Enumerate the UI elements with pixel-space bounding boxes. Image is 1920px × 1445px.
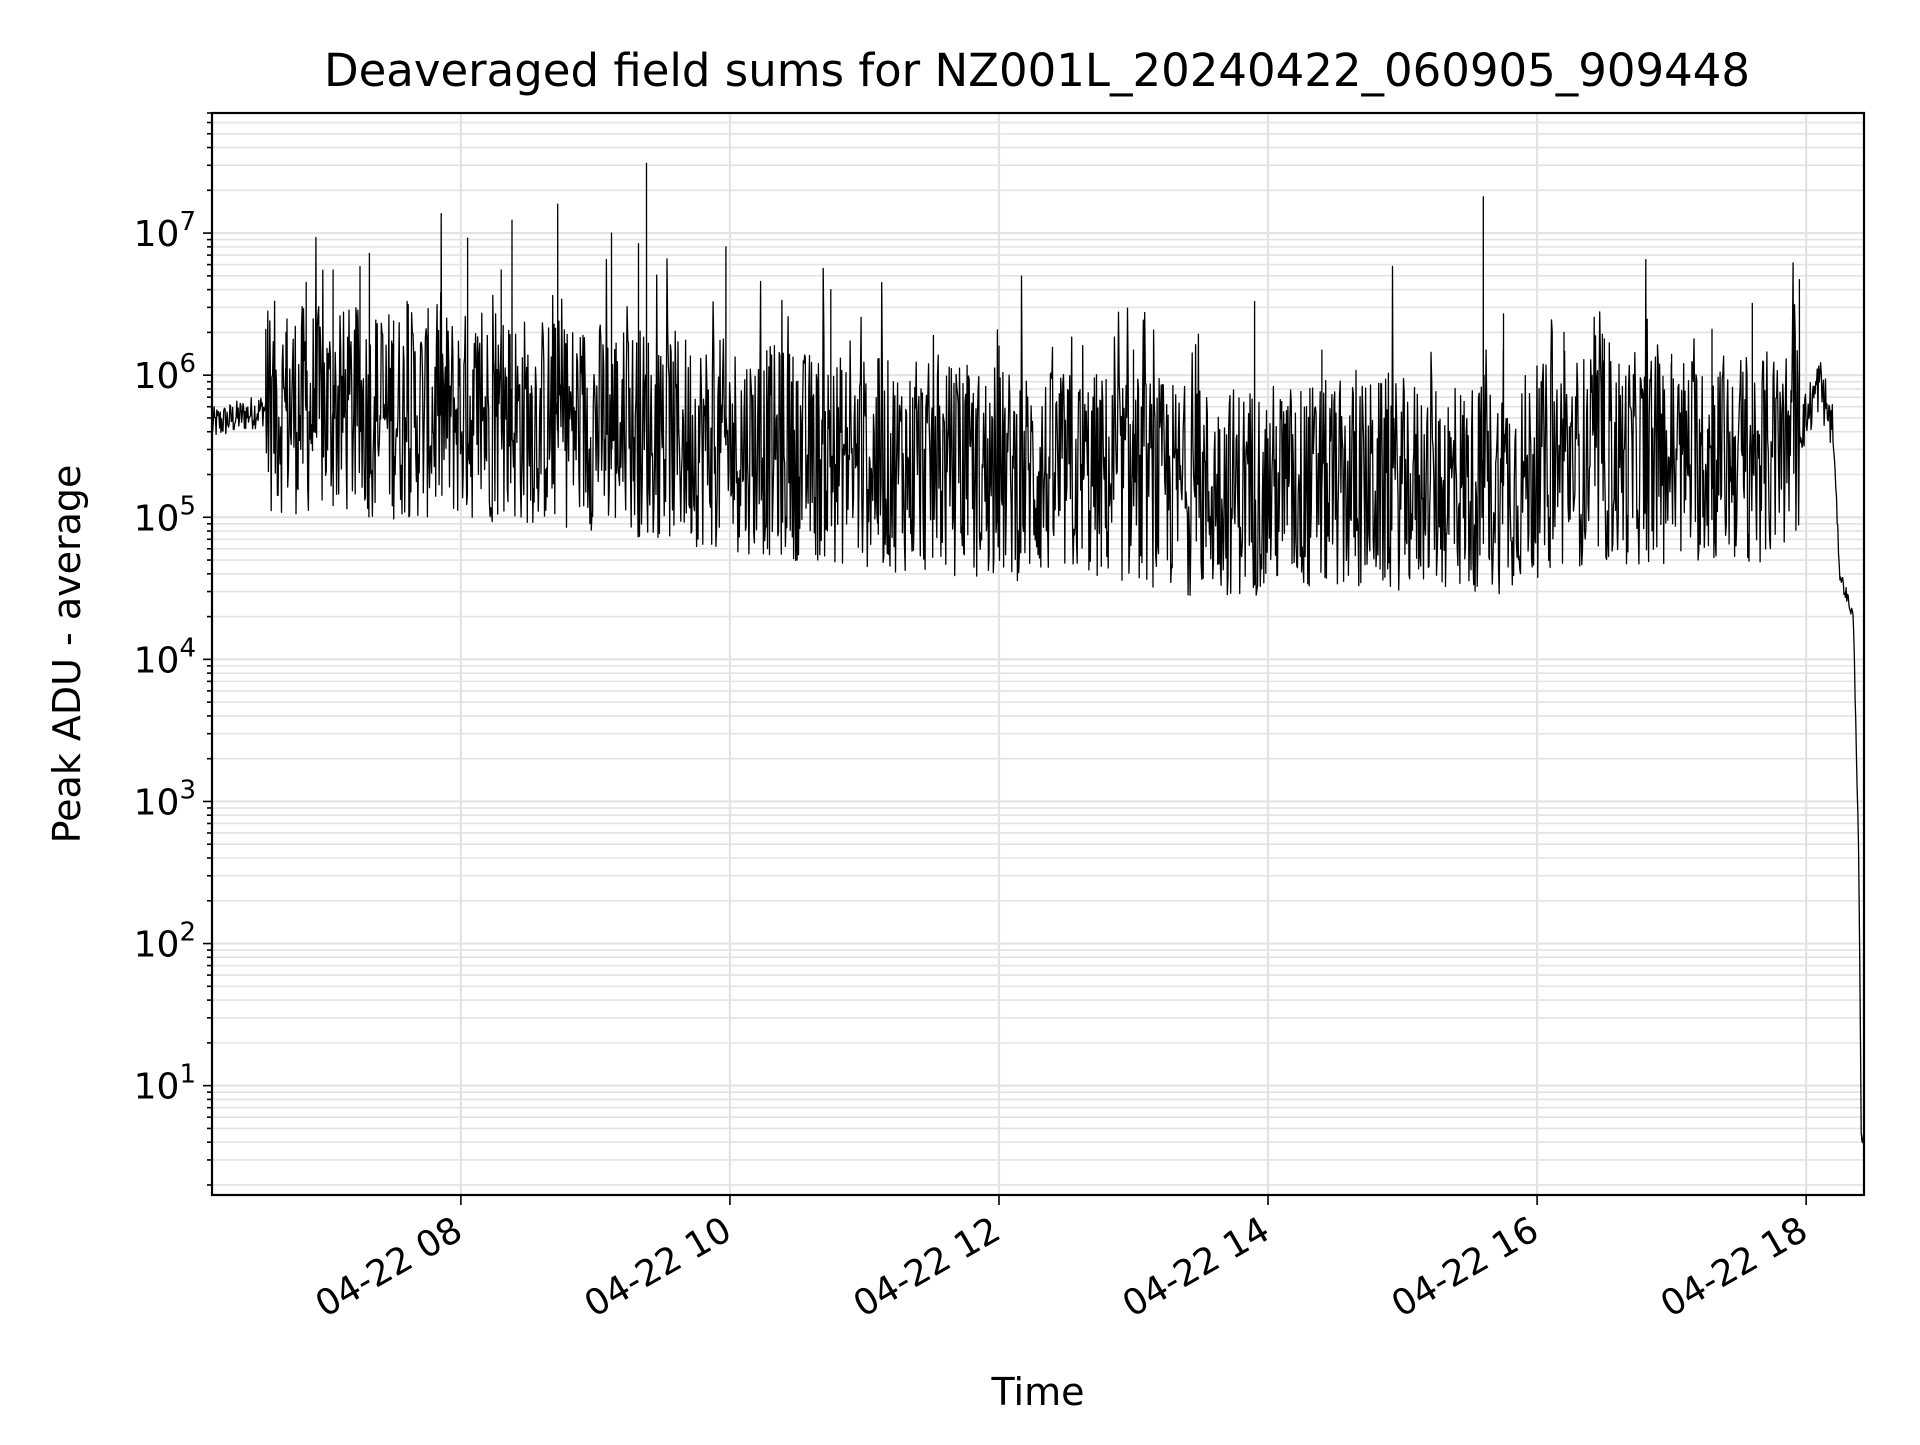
series-layer — [211, 162, 1865, 1144]
y-tick-label: 105 — [134, 491, 196, 539]
x-tick-label: 04-22 18 — [1654, 1209, 1815, 1325]
x-tick-label: 04-22 10 — [578, 1209, 739, 1325]
y-tick-label: 106 — [134, 349, 196, 397]
y-tick-label: 104 — [134, 633, 196, 681]
plot-frame — [210, 111, 1866, 1197]
y-ticks: 101 102 103 104 105 106 107 — [134, 112, 212, 1186]
y-tick-label: 102 — [134, 918, 196, 966]
y-tick-label: 101 — [134, 1060, 196, 1108]
y-tick-label: 103 — [134, 775, 196, 823]
y-tick-label: 107 — [134, 207, 196, 255]
x-tick-label: 04-22 16 — [1385, 1209, 1546, 1325]
x-axis-label: Time — [991, 1370, 1085, 1414]
series-line — [211, 162, 1865, 1144]
y-axis-label: Peak ADU - average — [45, 465, 89, 844]
x-tick-label: 04-22 14 — [1116, 1209, 1277, 1325]
x-tick-label: 04-22 12 — [847, 1209, 1008, 1325]
grid-layer — [212, 112, 1864, 1195]
x-ticks: 04-22 08 04-22 10 04-22 12 04-22 14 04-22 16… — [309, 1195, 1815, 1326]
x-tick-label: 04-22 08 — [309, 1209, 470, 1325]
chart-title: Deaveraged field sums for NZ001L_2024042… — [324, 44, 1750, 97]
